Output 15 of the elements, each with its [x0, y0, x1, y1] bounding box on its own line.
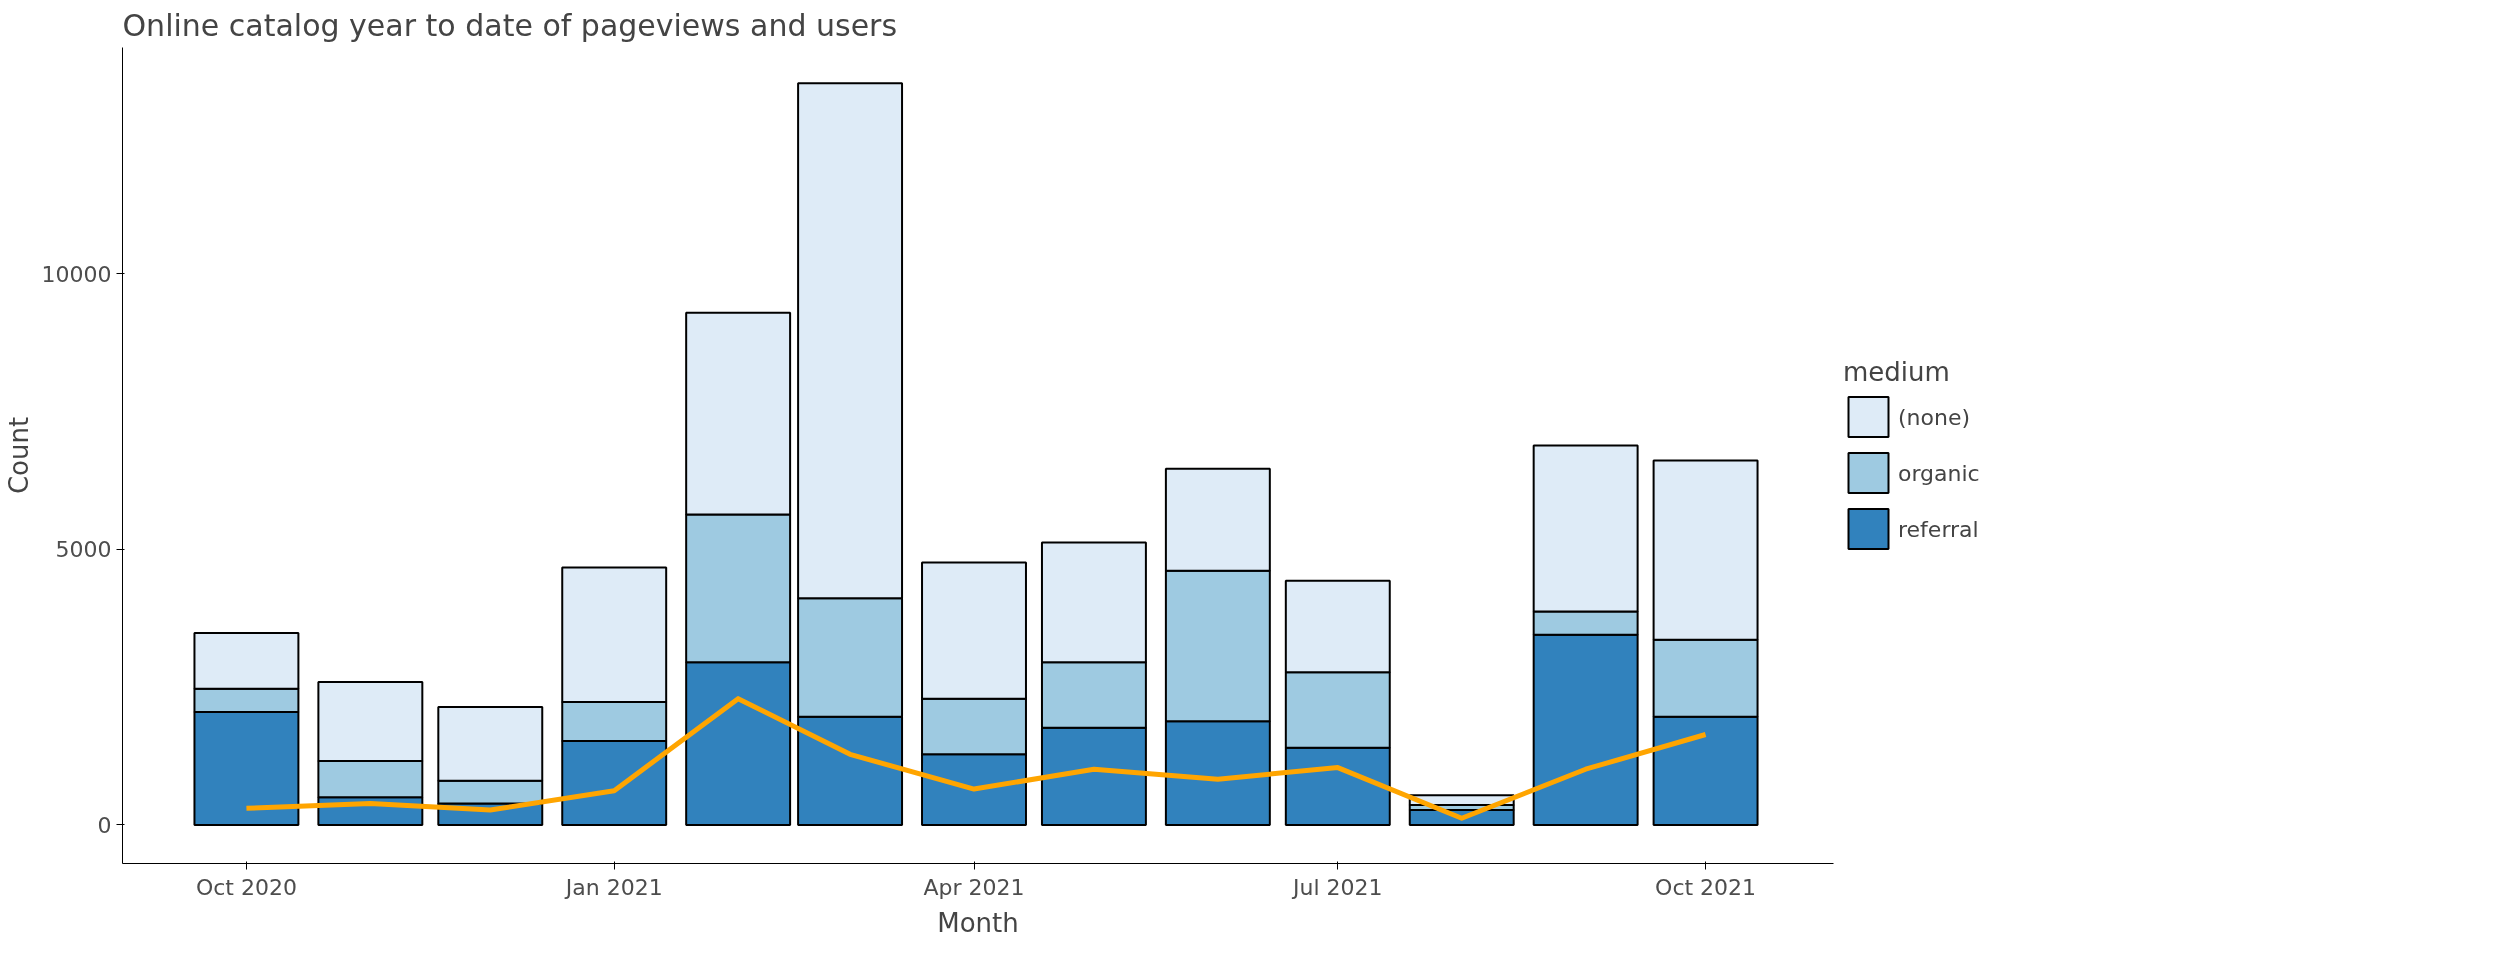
y-tick-label: 5000 [55, 537, 112, 563]
y-tick-label: 10000 [41, 261, 112, 287]
y-tick-label: 0 [97, 812, 112, 838]
legend-title: medium [1843, 356, 1951, 387]
x-tick-label: Jul 2021 [1291, 874, 1383, 900]
x-tick-label: Oct 2020 [195, 874, 297, 900]
legend-label: referral [1898, 516, 1979, 541]
x-tick-label: Oct 2021 [1655, 874, 1757, 900]
y-axis-title: Count [3, 416, 34, 495]
x-axis-title: Month [937, 907, 1019, 938]
x-tick-label: Jan 2021 [563, 874, 663, 900]
legend-label: (none) [1898, 404, 1971, 429]
chart-title: Online catalog year to date of pageviews and users [122, 7, 898, 43]
legend-label: organic [1898, 460, 1980, 485]
x-tick-label: Apr 2021 [923, 874, 1025, 900]
